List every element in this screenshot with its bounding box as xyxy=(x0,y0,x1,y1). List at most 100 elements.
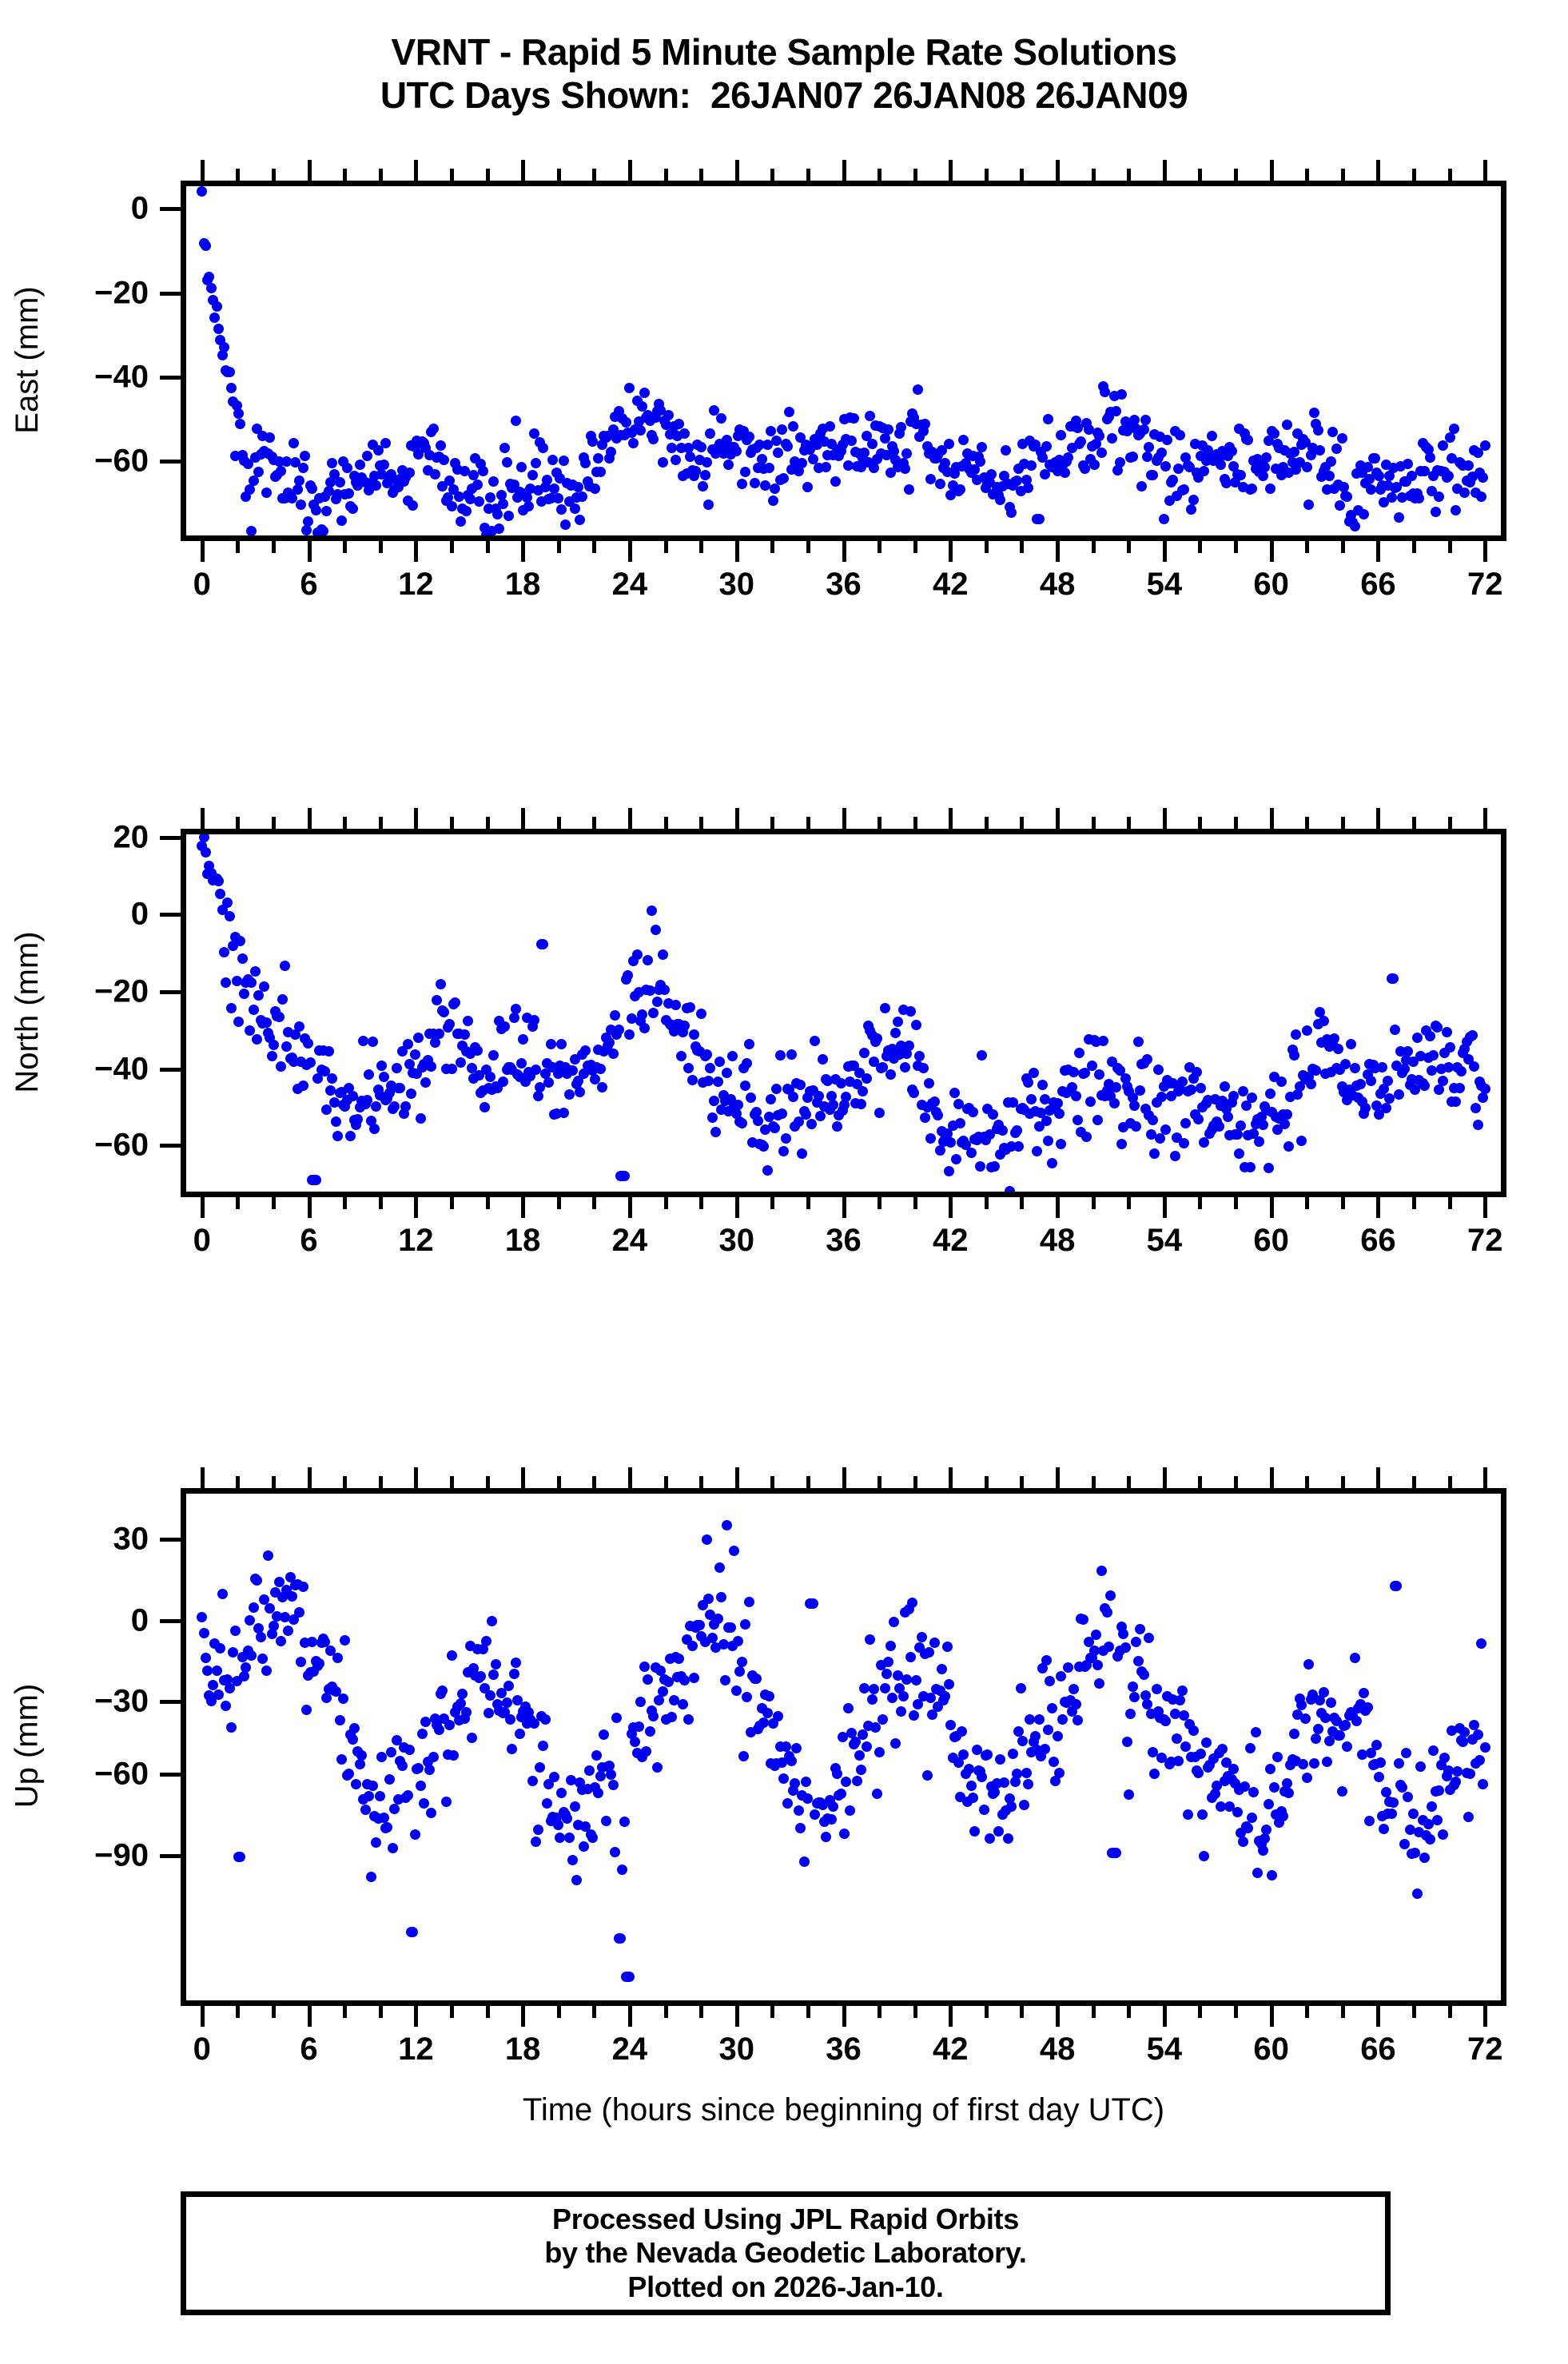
data-point xyxy=(1228,1763,1240,1774)
data-point xyxy=(396,1760,408,1771)
data-point xyxy=(481,529,492,535)
data-point xyxy=(617,1864,628,1875)
data-point xyxy=(852,1776,863,1787)
data-point xyxy=(899,464,910,475)
y-tick-up-3 xyxy=(160,1773,181,1777)
data-point xyxy=(685,1002,696,1013)
x-tick-top-up-46 xyxy=(1020,1476,1025,1488)
x-tick-label-east-11: 66 xyxy=(1360,567,1396,602)
data-point xyxy=(332,1653,344,1664)
data-point xyxy=(706,1112,718,1124)
data-point xyxy=(1045,1675,1056,1686)
x-tick-label-north-2: 12 xyxy=(398,1223,434,1258)
data-point xyxy=(1470,1103,1482,1114)
x-tick-bottom-up-62 xyxy=(1305,2006,1310,2018)
data-point xyxy=(795,1822,806,1833)
data-point xyxy=(630,1737,641,1748)
data-point xyxy=(615,1933,626,1944)
data-point xyxy=(725,1622,736,1634)
data-point xyxy=(1168,475,1179,486)
x-tick-bottom-up-0 xyxy=(200,2006,205,2027)
x-tick-top-up-38 xyxy=(878,1476,882,1488)
data-point xyxy=(1074,1047,1085,1058)
data-point xyxy=(1076,436,1087,448)
data-point xyxy=(474,495,485,507)
data-point xyxy=(332,1130,344,1141)
data-point xyxy=(1331,444,1342,455)
data-point xyxy=(1033,514,1045,525)
x-tick-top-east-68 xyxy=(1412,169,1417,181)
data-point xyxy=(1390,1025,1401,1036)
data-point xyxy=(1019,1800,1030,1811)
data-point xyxy=(463,1015,474,1026)
data-point xyxy=(701,457,712,468)
data-point xyxy=(312,1073,323,1084)
data-point xyxy=(515,462,527,473)
data-point xyxy=(575,514,586,525)
data-point xyxy=(532,1091,543,1102)
x-tick-top-up-6 xyxy=(307,1467,312,1488)
data-point xyxy=(835,1077,846,1088)
data-point xyxy=(824,420,835,432)
data-point xyxy=(1087,1060,1098,1071)
data-point xyxy=(518,1034,529,1045)
data-point xyxy=(936,1663,947,1674)
x-tick-top-north-10 xyxy=(378,817,383,829)
data-point xyxy=(289,1614,300,1626)
data-point xyxy=(736,1656,747,1667)
x-tick-label-east-6: 36 xyxy=(826,567,862,602)
data-point xyxy=(253,1623,265,1634)
data-point xyxy=(1248,1786,1260,1797)
data-point xyxy=(989,1160,1001,1172)
data-point xyxy=(1268,1781,1279,1793)
data-point xyxy=(323,1046,334,1057)
x-tick-top-north-68 xyxy=(1412,817,1417,829)
data-point xyxy=(248,1602,259,1613)
x-tick-top-up-22 xyxy=(592,1476,597,1488)
data-point xyxy=(262,1550,273,1561)
data-point xyxy=(650,925,661,936)
data-point xyxy=(639,1022,650,1033)
data-point xyxy=(1132,1655,1144,1666)
data-point xyxy=(226,1003,237,1013)
x-tick-top-north-2 xyxy=(236,817,241,829)
data-point xyxy=(830,476,841,487)
data-point xyxy=(1247,1092,1258,1103)
data-point xyxy=(501,457,512,468)
data-point xyxy=(936,444,947,456)
data-point xyxy=(821,1832,832,1843)
data-point xyxy=(1237,1085,1248,1096)
data-point xyxy=(1430,506,1441,517)
data-point xyxy=(488,1670,499,1681)
x-tick-bottom-north-12 xyxy=(414,1197,419,1218)
x-tick-top-up-54 xyxy=(1162,1467,1167,1488)
data-point xyxy=(347,1733,358,1745)
data-point xyxy=(773,447,784,458)
data-point xyxy=(1098,1036,1108,1047)
data-point xyxy=(1445,432,1456,444)
data-point xyxy=(1379,1824,1390,1835)
data-point xyxy=(1111,1082,1122,1093)
data-point xyxy=(231,400,242,411)
data-point xyxy=(420,1716,432,1727)
data-point xyxy=(1136,480,1148,492)
data-point xyxy=(244,1025,255,1036)
y-axis-label-north: North (mm) xyxy=(9,930,45,1093)
data-point xyxy=(1463,1811,1474,1822)
data-point xyxy=(1056,429,1067,440)
data-point xyxy=(756,453,767,464)
data-point xyxy=(511,416,522,427)
data-point xyxy=(1476,1638,1487,1649)
data-point xyxy=(1419,1853,1430,1864)
data-point xyxy=(218,341,229,352)
data-point xyxy=(259,1594,270,1605)
data-point xyxy=(901,448,913,459)
data-point xyxy=(1053,1108,1065,1120)
data-point xyxy=(1450,504,1461,515)
data-point xyxy=(610,1010,621,1021)
data-point xyxy=(567,1065,579,1076)
y-tick-east-1 xyxy=(160,292,181,296)
data-point xyxy=(941,1128,953,1140)
data-point xyxy=(905,1652,916,1663)
data-point xyxy=(1052,1730,1063,1741)
